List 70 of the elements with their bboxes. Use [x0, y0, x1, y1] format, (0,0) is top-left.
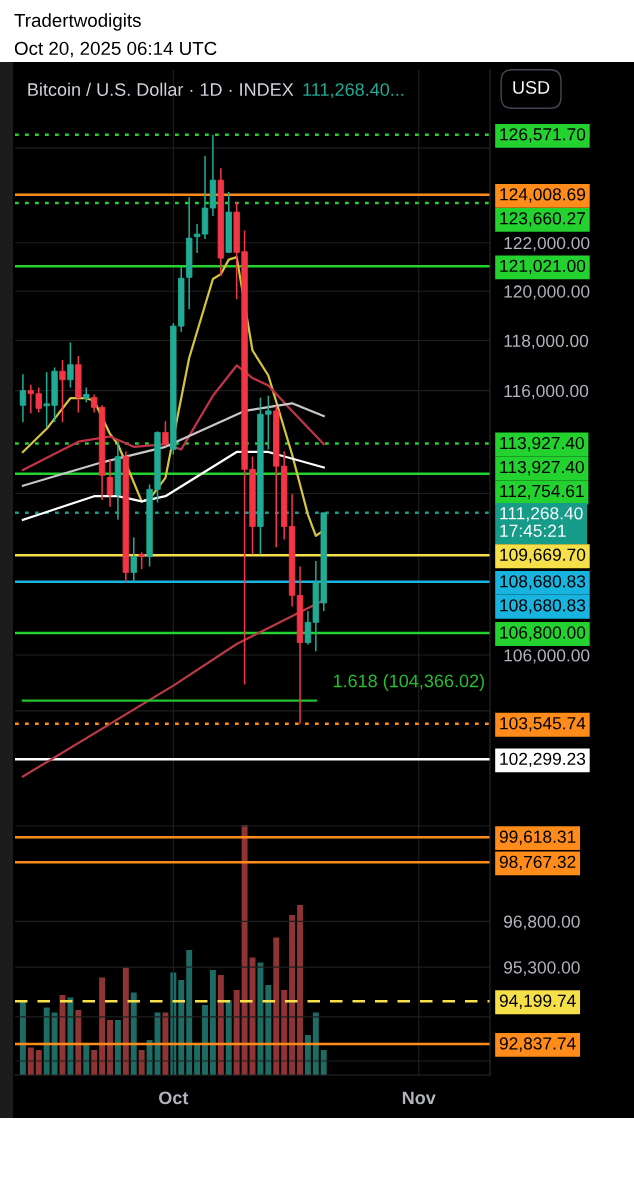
text: 113,927.40 [500, 436, 584, 452]
bar [43, 1007, 50, 1075]
line-series [21, 450, 325, 521]
bar [178, 980, 185, 1075]
bar [281, 990, 288, 1075]
bar [209, 970, 216, 1075]
text: 108,680.83 [500, 599, 586, 614]
x-tick-label: Oct [159, 1091, 189, 1105]
annotation: 1.618 (104,366.02) [333, 674, 484, 691]
bar [114, 1020, 121, 1075]
x-tick-label: Nov [402, 1091, 436, 1105]
bar [241, 825, 248, 1075]
candlestick [162, 420, 169, 448]
ref-line-label: 106,800.00 [500, 626, 586, 641]
candlestick [67, 341, 74, 389]
ref-line-label: 92,837.74 [499, 1037, 576, 1052]
bar [83, 1045, 90, 1075]
ref-line-label: 111,268.40 17:45:21 [500, 507, 583, 537]
ref-line-label: 109,669.70 [500, 548, 586, 563]
bar [312, 1012, 319, 1075]
bar [130, 992, 137, 1075]
ref-line-label: 94,199.74 [499, 994, 576, 1009]
bar [202, 1005, 208, 1075]
bar [75, 1010, 82, 1075]
bar [67, 997, 74, 1075]
bar [122, 967, 129, 1075]
bar [194, 1045, 201, 1075]
y-tick-label: 96,800.00 [504, 915, 580, 930]
candlestick [19, 373, 27, 423]
bar [51, 1012, 58, 1075]
line-series [21, 364, 325, 472]
text: 113,927.40 [500, 460, 584, 476]
bar [186, 950, 193, 1075]
y-tick-label: 95,300.00 [504, 961, 580, 976]
line-series [21, 402, 325, 487]
bar [297, 905, 303, 1075]
text: Bitcoin / U.S. Dollar · 1D · INDEX [28, 82, 294, 96]
text: Tradertwodigits [14, 13, 141, 31]
y-tick-label: 116,000.00 [504, 384, 589, 400]
bar [265, 985, 272, 1075]
candlestick [59, 359, 66, 423]
ref-line-label: 98,767.32 [499, 855, 576, 871]
ref-line-label: 112,754.61 [500, 484, 584, 500]
bar [162, 1012, 169, 1075]
y-tick-label: 122,000.00 [504, 236, 590, 252]
bar [99, 977, 106, 1075]
text: USD [513, 81, 550, 94]
bar [233, 990, 240, 1075]
ref-line-label: 103,545.74 [500, 717, 586, 732]
ref-line-label: 99,618.31 [499, 830, 576, 845]
ref-line-label: 126,571.70 [500, 128, 586, 143]
text: 111,268.40... [303, 83, 404, 99]
y-tick-label: 118,000.00 [504, 334, 589, 350]
y-tick-label: 106,000.00 [504, 649, 590, 664]
bar [225, 1000, 232, 1075]
text: 108,680.83 [500, 575, 586, 590]
text: Oct 20, 2025 06:14 UTC [14, 41, 217, 58]
bar [217, 975, 224, 1075]
y-tick-label: 120,000.00 [504, 285, 590, 300]
bar [257, 962, 264, 1075]
bar [273, 937, 280, 1075]
candlestick [130, 536, 137, 584]
bar [289, 915, 296, 1075]
candlestick [106, 458, 114, 508]
ref-line-label: 121,021.00 [500, 259, 586, 275]
ref-line-label: 123,660.27 [500, 212, 586, 227]
bar [107, 1020, 113, 1075]
ref-line-label: 102,299.23 [500, 752, 586, 767]
bar [19, 1000, 26, 1075]
ref-line-label: 124,008.69 [500, 188, 586, 203]
